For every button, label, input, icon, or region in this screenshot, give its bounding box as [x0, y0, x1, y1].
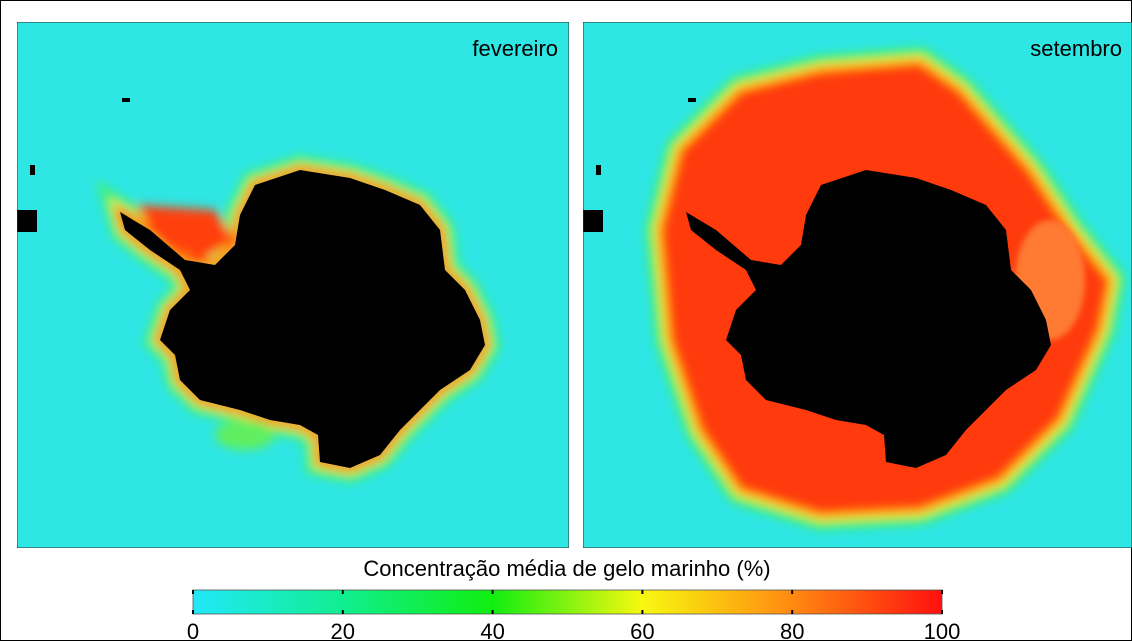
colorbar — [193, 590, 942, 614]
panel-label: fevereiro — [472, 36, 558, 61]
map-september — [583, 22, 1132, 548]
map-february — [17, 22, 569, 548]
panel-label: setembro — [1030, 36, 1122, 61]
tick-label: 60 — [630, 619, 654, 641]
tick-label: 80 — [780, 619, 804, 641]
colorbar-title: Concentração média de gelo marinho (%) — [363, 556, 770, 581]
tick-label: 40 — [480, 619, 504, 641]
tick-label: 100 — [924, 619, 961, 641]
tick-label: 20 — [331, 619, 355, 641]
tick-label: 0 — [187, 619, 199, 641]
page: fevereiro setembro Concentração média de… — [0, 0, 1132, 641]
figure: fevereiro setembro Concentração média de… — [0, 0, 1132, 641]
